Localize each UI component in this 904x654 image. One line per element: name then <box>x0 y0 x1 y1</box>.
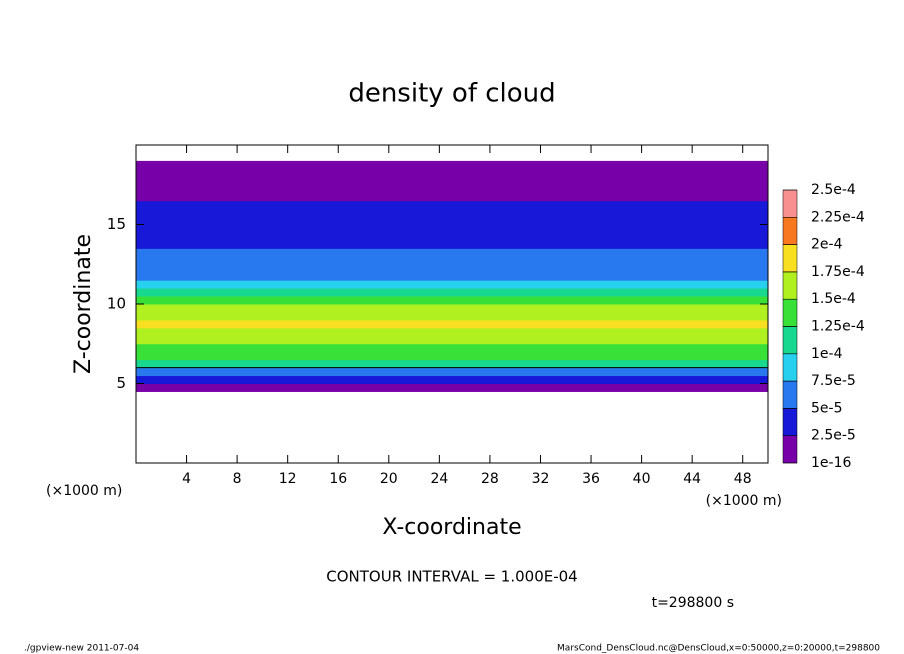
cell <box>136 168 768 178</box>
cell <box>136 224 768 233</box>
chart-title: density of cloud <box>348 79 555 109</box>
x-tick-label: 28 <box>481 471 499 487</box>
colorbar-band <box>782 189 798 218</box>
x-tick-label: 24 <box>430 471 448 487</box>
cell <box>136 304 768 313</box>
x-tick-label: 4 <box>182 471 191 487</box>
cell <box>136 288 768 297</box>
cell <box>136 232 768 241</box>
colorbar-band <box>782 326 798 355</box>
cell <box>136 240 768 249</box>
colorbar-label: 2.5e-5 <box>811 428 856 444</box>
cell <box>136 359 768 369</box>
contour-interval: CONTOUR INTERVAL = 1.000E-04 <box>326 568 577 586</box>
x-tick-label: 44 <box>683 471 701 487</box>
cell <box>136 248 768 257</box>
cell <box>136 184 768 194</box>
x-tick-label: 12 <box>279 471 297 487</box>
x-axis-label: X-coordinate <box>382 515 521 540</box>
colorbar-band <box>782 435 798 464</box>
x-unit: (×1000 m) <box>706 493 782 509</box>
colorbar-label: 1e-4 <box>811 346 843 362</box>
x-tick-label: 8 <box>233 471 242 487</box>
cell <box>136 343 768 353</box>
cell <box>136 367 768 377</box>
colorbar-band <box>782 408 798 436</box>
x-tick-label: 48 <box>734 471 752 487</box>
cell <box>136 335 768 345</box>
colorbar-label: 1e-16 <box>811 455 851 471</box>
cell <box>136 200 768 210</box>
colorbar-label: 1.25e-4 <box>811 319 865 335</box>
colorbar-band <box>782 244 798 273</box>
cell <box>136 208 768 218</box>
footer-right: MarsCond_DensCloud.nc@DensCloud,x=0:5000… <box>557 644 880 654</box>
cell <box>136 216 768 225</box>
x-tick-label: 40 <box>633 471 651 487</box>
colorbar-label: 1.5e-4 <box>811 291 856 307</box>
x-tick-label: 20 <box>380 471 398 487</box>
x-tick-label: 32 <box>532 471 550 487</box>
cell <box>136 280 768 289</box>
cell <box>136 264 768 273</box>
colorbar-band <box>782 217 798 245</box>
colorbar-label: 7.5e-5 <box>811 373 856 389</box>
x-tick-label: 16 <box>329 471 347 487</box>
cell <box>136 319 768 329</box>
colorbar-band <box>782 380 798 409</box>
cell <box>136 176 768 186</box>
cell <box>136 375 768 384</box>
cell <box>136 383 768 392</box>
colorbar-label: 1.75e-4 <box>811 264 865 280</box>
footer-left: ./gpview-new 2011-07-04 <box>24 644 139 654</box>
colorbar-label: 2.5e-4 <box>811 182 856 198</box>
colorbar-label: 2.25e-4 <box>811 209 865 225</box>
colorbar-band <box>782 298 798 327</box>
colorbar-label: 2e-4 <box>811 237 843 253</box>
y-tick-label: 15 <box>107 215 126 233</box>
cell <box>136 192 768 202</box>
colorbar-band <box>782 353 798 382</box>
cell <box>136 296 768 305</box>
colorbar-label: 5e-5 <box>811 400 842 416</box>
y-axis-label: Z-coordinate <box>71 234 96 374</box>
cell <box>136 256 768 265</box>
cell <box>136 160 768 170</box>
x-tick-label: 36 <box>582 471 600 487</box>
colorbar-band <box>782 271 798 300</box>
cell <box>136 327 768 337</box>
cell <box>136 311 768 321</box>
y-tick-label: 10 <box>107 295 126 313</box>
cell <box>136 351 768 361</box>
y-unit: (×1000 m) <box>46 483 122 499</box>
cell <box>136 272 768 281</box>
time-label: t=298800 s <box>652 595 734 611</box>
y-tick-label: 5 <box>116 374 126 392</box>
